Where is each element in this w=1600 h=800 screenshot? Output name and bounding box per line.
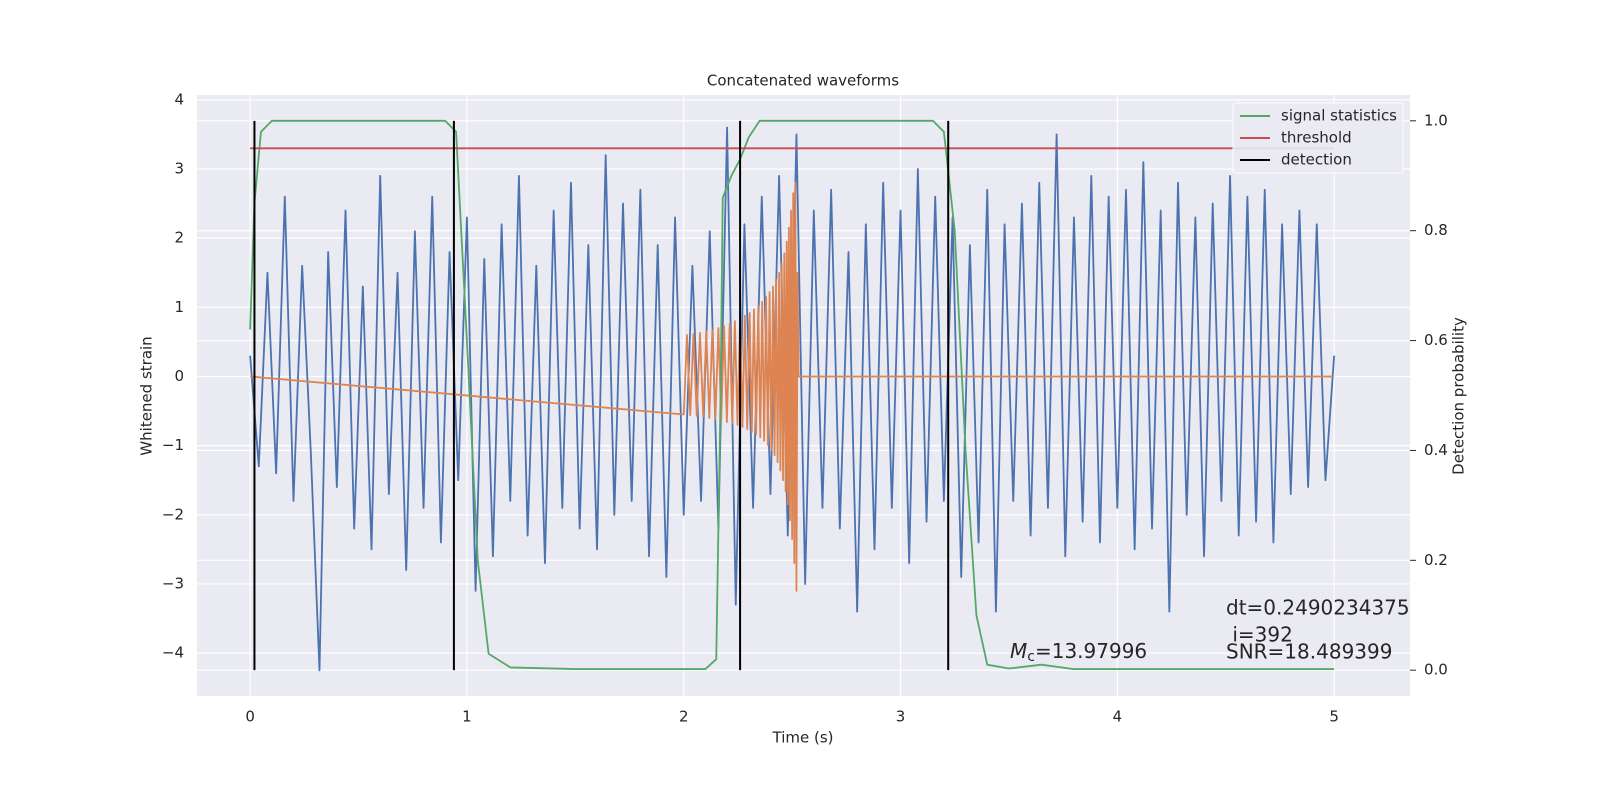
y2-tick-label: 0.2 <box>1424 551 1448 569</box>
y2-tick-label: 0.4 <box>1424 441 1448 459</box>
y-tick-label: 2 <box>174 229 184 247</box>
series-line <box>250 181 1335 592</box>
annotation-mc: Mc=13.97996 <box>1010 639 1147 666</box>
grid: 0 1 2 3 4 5 −4 −3 −2 −1 0 1 2 3 4 0.0 0.2 0.4 0.6 0.8 1.0 <box>162 90 1448 725</box>
x-tick-label: 5 <box>1329 708 1339 726</box>
legend: signal statistics threshold detection <box>1232 102 1404 174</box>
annotation-line: i=392 <box>1226 623 1293 647</box>
y-tick-label: 4 <box>174 90 184 108</box>
y2-tick-label: 1.0 <box>1424 111 1448 129</box>
legend-label: detection <box>1281 151 1352 169</box>
x-axis-label: Time (s) <box>772 729 834 747</box>
y-tick-label: −1 <box>162 436 184 454</box>
annotation-line: dt=0.2490234375 <box>1226 596 1410 620</box>
y2-tick-label: 0.6 <box>1424 331 1448 349</box>
annotation-symbol: M <box>1010 639 1027 663</box>
marks <box>249 119 1336 672</box>
y2-axis-label: Detection probability <box>1450 317 1468 475</box>
legend-label: threshold <box>1281 129 1352 147</box>
y-tick-label: −4 <box>162 644 184 662</box>
x-tick-label: 0 <box>245 708 255 726</box>
chart-title: Concatenated waveforms <box>707 72 899 90</box>
y-axis-label: Whitened strain <box>138 336 156 455</box>
legend-box <box>1232 102 1404 174</box>
y-tick-label: −3 <box>162 574 184 592</box>
y2-tick-label: 0.0 <box>1424 661 1448 679</box>
y-tick-label: −2 <box>162 505 184 523</box>
series-line <box>249 119 1335 670</box>
annotation-line: SNR=18.489399 <box>1226 640 1392 664</box>
x-tick-label: 2 <box>679 708 689 726</box>
x-tick-label: 1 <box>462 708 472 726</box>
x-tick-label: 4 <box>1113 708 1123 726</box>
annotation-subscript: c <box>1027 649 1035 665</box>
y-tick-label: 1 <box>174 298 184 316</box>
x-tick-label: 3 <box>896 708 906 726</box>
y-tick-label: 3 <box>174 160 184 178</box>
y2-tick-label: 0.8 <box>1424 221 1448 239</box>
legend-label: signal statistics <box>1281 107 1397 125</box>
y-tick-label: 0 <box>174 367 184 385</box>
annotation-text: =13.97996 <box>1035 639 1147 663</box>
